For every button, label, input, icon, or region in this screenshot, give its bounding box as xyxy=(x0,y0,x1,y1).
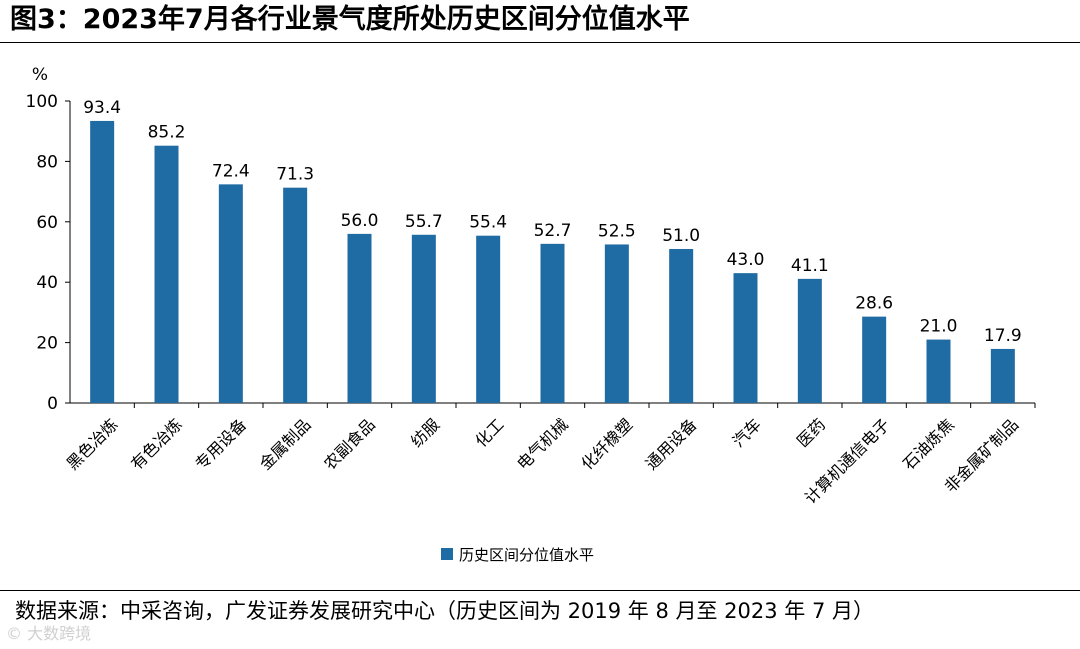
bar-value-label: 52.7 xyxy=(534,221,572,241)
x-category-label: 有色冶炼 xyxy=(127,415,186,474)
bar-value-label: 71.3 xyxy=(276,165,314,185)
bar-value-label: 52.5 xyxy=(598,221,636,241)
watermark: © 大数跨境 xyxy=(6,624,92,643)
chart-bars xyxy=(90,120,1015,404)
bar xyxy=(733,273,758,403)
bar-value-label: 43.0 xyxy=(727,250,765,270)
y-tick-label: 60 xyxy=(36,213,58,233)
bar-value-label: 56.0 xyxy=(341,211,379,231)
chart-legend: 历史区间分位值水平 xyxy=(441,546,594,564)
bar xyxy=(862,316,887,403)
title-divider xyxy=(0,42,1080,43)
chart-x-labels: 黑色冶炼 有色冶炼 专用设备 金属制品 农副食品 纺服 化工 电气机械 化纤橡塑 通用设备 汽车 医药… xyxy=(63,415,1022,508)
figure-title: 图3：2023年7月各行业景气度所处历史区间分位值水平 xyxy=(10,4,690,35)
bar-value-label: 21.0 xyxy=(920,317,958,337)
bar xyxy=(283,187,308,403)
source-divider xyxy=(0,590,1080,591)
bar-value-label: 72.4 xyxy=(212,161,250,181)
bar xyxy=(797,278,822,403)
bar xyxy=(347,233,372,403)
bar xyxy=(90,120,115,403)
bar xyxy=(669,248,694,403)
bar-value-label: 51.0 xyxy=(662,226,700,246)
bar xyxy=(540,243,565,403)
x-category-label: 电气机械 xyxy=(513,415,572,474)
bar-value-label: 17.9 xyxy=(984,326,1022,346)
bar xyxy=(604,244,629,403)
x-category-label: 汽车 xyxy=(729,415,765,451)
legend-swatch xyxy=(441,548,453,560)
data-source-note: 数据来源：中采咨询，广发证券发展研究中心（历史区间为 2019 年 8 月至 2… xyxy=(15,599,875,623)
bar-value-label: 55.7 xyxy=(405,212,443,232)
bar xyxy=(926,339,951,403)
x-category-label: 石油炼焦 xyxy=(899,415,958,474)
x-category-label: 农副食品 xyxy=(320,415,379,474)
x-category-label: 通用设备 xyxy=(642,415,701,474)
x-category-label: 专用设备 xyxy=(191,415,250,474)
x-category-label: 黑色冶炼 xyxy=(63,415,122,474)
bar-value-label: 93.4 xyxy=(83,98,121,118)
bar-value-label: 41.1 xyxy=(791,256,829,276)
y-tick-label: 80 xyxy=(36,152,58,172)
bar-value-label: 28.6 xyxy=(855,294,893,314)
bar xyxy=(990,348,1015,403)
bar xyxy=(218,184,243,403)
y-axis-unit-label: % xyxy=(32,65,48,85)
y-tick-label: 100 xyxy=(26,92,58,112)
legend-label: 历史区间分位值水平 xyxy=(459,546,594,564)
x-category-label: 纺服 xyxy=(407,415,443,451)
y-tick-label: 20 xyxy=(36,334,58,354)
bar-chart: 0 20 40 60 80 100% 93.4 85.2 72.4 71.3 56.0 55.7 55… xyxy=(26,65,1036,564)
bar xyxy=(154,145,179,404)
bar-value-label: 55.4 xyxy=(469,213,507,233)
x-category-label: 化纤橡塑 xyxy=(577,415,636,474)
x-category-label: 金属制品 xyxy=(256,415,315,474)
y-tick-label: 40 xyxy=(36,273,58,293)
x-category-label: 化工 xyxy=(471,415,507,451)
bar-value-label: 85.2 xyxy=(148,123,186,143)
bar xyxy=(476,235,501,403)
x-category-label: 医药 xyxy=(793,415,829,451)
chart-value-labels: 93.4 85.2 72.4 71.3 56.0 55.7 55.4 52.7 52.5 51.0… xyxy=(83,98,1022,346)
y-tick-label: 0 xyxy=(47,394,58,414)
bar xyxy=(411,234,436,403)
